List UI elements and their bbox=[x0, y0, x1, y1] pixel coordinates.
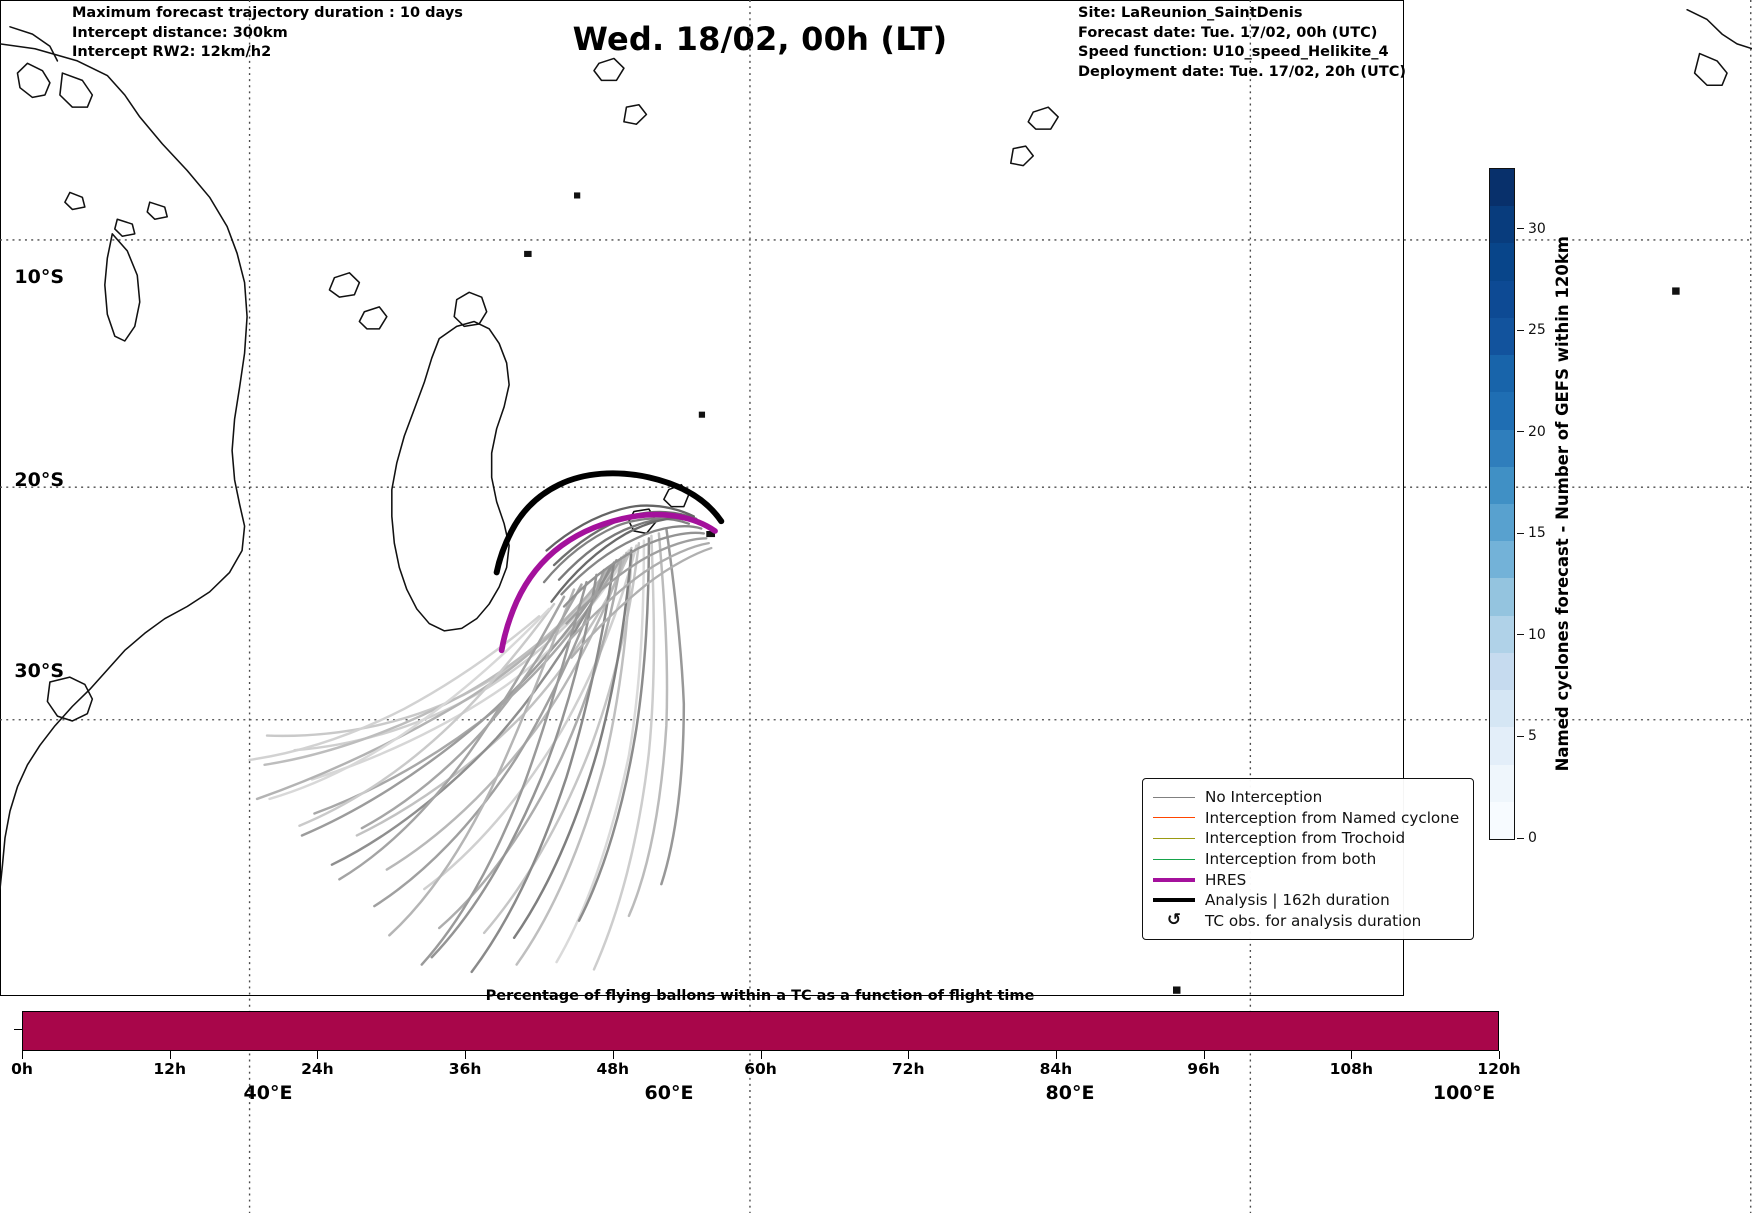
colorbar-segment bbox=[1490, 578, 1514, 616]
colorbar-segment bbox=[1490, 317, 1514, 356]
flight-bar-tick bbox=[908, 1051, 910, 1059]
lat-label-10S: 10°S bbox=[14, 266, 64, 288]
cyclone-icon: ↺ bbox=[1166, 910, 1182, 931]
legend-item-named-cyclone[interactable]: Interception from Named cyclone bbox=[1151, 808, 1463, 829]
colorbar-tick-15: 15 bbox=[1517, 525, 1546, 541]
flight-bar-tick bbox=[317, 1051, 319, 1059]
flight-bar-ytick bbox=[14, 1029, 22, 1030]
flight-bar-tick bbox=[1203, 1051, 1205, 1059]
analysis-trajectory bbox=[493, 470, 725, 576]
colorbar-segment bbox=[1490, 466, 1514, 504]
flight-bar-tick-label-0h: 0h bbox=[11, 1060, 33, 1078]
lat-label-30S: 30°S bbox=[14, 660, 64, 682]
legend-item-both[interactable]: Interception from both bbox=[1151, 849, 1463, 870]
flight-bar-tick-label-24h: 24h bbox=[301, 1060, 334, 1078]
flight-bar-tick-label-48h: 48h bbox=[596, 1060, 630, 1078]
flight-bar-tick bbox=[612, 1051, 614, 1059]
colorbar-segment bbox=[1490, 392, 1514, 430]
colorbar-segment bbox=[1490, 801, 1514, 839]
colorbar-tick-30: 30 bbox=[1517, 221, 1546, 237]
legend-item-trochoid[interactable]: Interception from Trochoid bbox=[1151, 828, 1463, 849]
lon-label-60E: 60°E bbox=[644, 1082, 694, 1104]
flight-bar-tick bbox=[1351, 1051, 1353, 1059]
flight-bar-tick-label-60h: 60h bbox=[744, 1060, 777, 1078]
colorbar-tick-25: 25 bbox=[1517, 322, 1546, 338]
flight-bar-tick-label-12h: 12h bbox=[153, 1060, 186, 1078]
colorbar-segment bbox=[1490, 727, 1514, 765]
flight-bar-tick bbox=[760, 1051, 762, 1059]
legend-label: Interception from Named cyclone bbox=[1205, 808, 1460, 827]
flight-bar-tick-label-108h: 108h bbox=[1329, 1060, 1373, 1078]
colorbar-segment bbox=[1490, 355, 1514, 393]
lon-label-80E: 80°E bbox=[1045, 1082, 1095, 1104]
legend-label: Analysis | 162h duration bbox=[1205, 891, 1390, 910]
ensemble-trajectories bbox=[248, 527, 686, 974]
legend-label: Interception from Trochoid bbox=[1205, 829, 1406, 848]
legend-label: HRES bbox=[1205, 870, 1247, 889]
flight-bar-tick bbox=[169, 1051, 171, 1059]
flight-bar-tick bbox=[1055, 1051, 1057, 1059]
ensemble-trajectories-bundle bbox=[542, 504, 713, 659]
colorbar-segment bbox=[1490, 764, 1514, 802]
legend-swatch-line-icon bbox=[1151, 837, 1197, 839]
header-right-info: Site: LaReunion_SaintDenis Forecast date… bbox=[1078, 5, 1406, 80]
legend-label: No Interception bbox=[1205, 788, 1323, 807]
flight-bar-fill bbox=[23, 1012, 1498, 1050]
colorbar-segment bbox=[1490, 206, 1514, 244]
flight-bar-tick bbox=[1499, 1051, 1500, 1059]
flight-bar-tick-label-120h: 120h bbox=[1477, 1060, 1521, 1078]
legend-item-no-interception[interactable]: No Interception bbox=[1151, 787, 1463, 808]
flight-bar-tick bbox=[22, 1051, 23, 1059]
legend-swatch-line-icon bbox=[1151, 877, 1197, 882]
flight-bar-title: Percentage of flying ballons within a TC… bbox=[485, 988, 1035, 1004]
colorbar-tick-0: 0 bbox=[1517, 830, 1537, 846]
hres-trajectory bbox=[498, 511, 718, 654]
legend-item-analysis[interactable]: Analysis | 162h duration bbox=[1151, 890, 1463, 911]
lon-label-100E: 100°E bbox=[1432, 1082, 1496, 1104]
flight-bar-track[interactable] bbox=[22, 1011, 1499, 1051]
legend-swatch-line-icon bbox=[1151, 796, 1197, 798]
lon-label-40E: 40°E bbox=[243, 1082, 293, 1104]
colorbar-tick-20: 20 bbox=[1517, 424, 1546, 440]
legend-label: TC obs. for analysis duration bbox=[1205, 911, 1422, 930]
colorbar-segment bbox=[1490, 541, 1514, 579]
colorbar-segment bbox=[1490, 429, 1514, 467]
flight-bar-tick-label-96h: 96h bbox=[1187, 1060, 1220, 1078]
header-left-info: Maximum forecast trajectory duration : 1… bbox=[72, 5, 463, 61]
map-coastlines bbox=[0, 8, 1752, 1020]
colorbar-gradient bbox=[1489, 168, 1515, 840]
legend-item-tc-obs[interactable]: ↺ TC obs. for analysis duration bbox=[1151, 911, 1463, 932]
legend-swatch-line-icon bbox=[1151, 817, 1197, 819]
colorbar-segment bbox=[1490, 243, 1514, 281]
colorbar-segment bbox=[1490, 169, 1514, 207]
colorbar-segment bbox=[1490, 652, 1514, 691]
flight-bar-tick-label-36h: 36h bbox=[448, 1060, 482, 1078]
legend-label: Interception from both bbox=[1205, 850, 1377, 869]
lat-label-20S: 20°S bbox=[14, 469, 64, 491]
flight-bar-tick-label-72h: 72h bbox=[891, 1060, 925, 1078]
flight-bar-tick-label-84h: 84h bbox=[1039, 1060, 1073, 1078]
legend-swatch-line-icon bbox=[1151, 858, 1197, 860]
colorbar-segment bbox=[1490, 503, 1514, 542]
colorbar-segment bbox=[1490, 280, 1514, 318]
page-title: Wed. 18/02, 00h (LT) bbox=[572, 20, 948, 58]
colorbar-tick-5: 5 bbox=[1517, 728, 1537, 744]
flight-bar-tick bbox=[465, 1051, 467, 1059]
legend-swatch-line-icon bbox=[1151, 898, 1197, 903]
colorbar-tick-10: 10 bbox=[1517, 627, 1546, 643]
colorbar-segment bbox=[1490, 615, 1514, 653]
colorbar[interactable]: 0 5 10 15 20 25 30 bbox=[1489, 168, 1546, 846]
legend-item-hres[interactable]: HRES bbox=[1151, 869, 1463, 890]
colorbar-title: Named cyclones forecast - Number of GEFS… bbox=[1552, 236, 1572, 772]
map-legend[interactable]: No Interception Interception from Named … bbox=[1142, 778, 1474, 941]
colorbar-segment bbox=[1490, 690, 1514, 728]
